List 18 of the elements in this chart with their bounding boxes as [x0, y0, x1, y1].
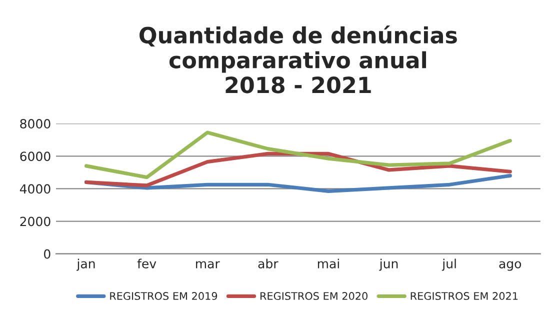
- legend-label: REGISTROS EM 2019: [110, 292, 218, 300]
- chart-title: Quantidade de denúncias compararativo anual 2018 - 2021: [140, 25, 457, 94]
- x-tick-label: mar: [196, 261, 220, 268]
- legend-label: REGISTROS EM 2020: [260, 292, 368, 300]
- x-tick-label: jun: [379, 258, 398, 271]
- x-tick-label: abr: [258, 258, 278, 268]
- legend-label: REGISTROS EM 2021: [410, 292, 518, 300]
- x-tick-label: mai: [318, 258, 339, 268]
- y-tick-label: 8000: [20, 119, 50, 129]
- y-tick-label: 6000: [20, 152, 50, 162]
- y-tick-label: 4000: [20, 184, 50, 194]
- x-tick-label: jul: [442, 258, 456, 271]
- x-tick-label: ago: [499, 261, 522, 271]
- x-tick-label: jan: [76, 258, 95, 271]
- x-tick-label: fev: [137, 258, 156, 268]
- line-series: [84, 130, 512, 180]
- y-tick-label: 2000: [20, 216, 50, 226]
- y-tick-label: 0: [44, 249, 50, 259]
